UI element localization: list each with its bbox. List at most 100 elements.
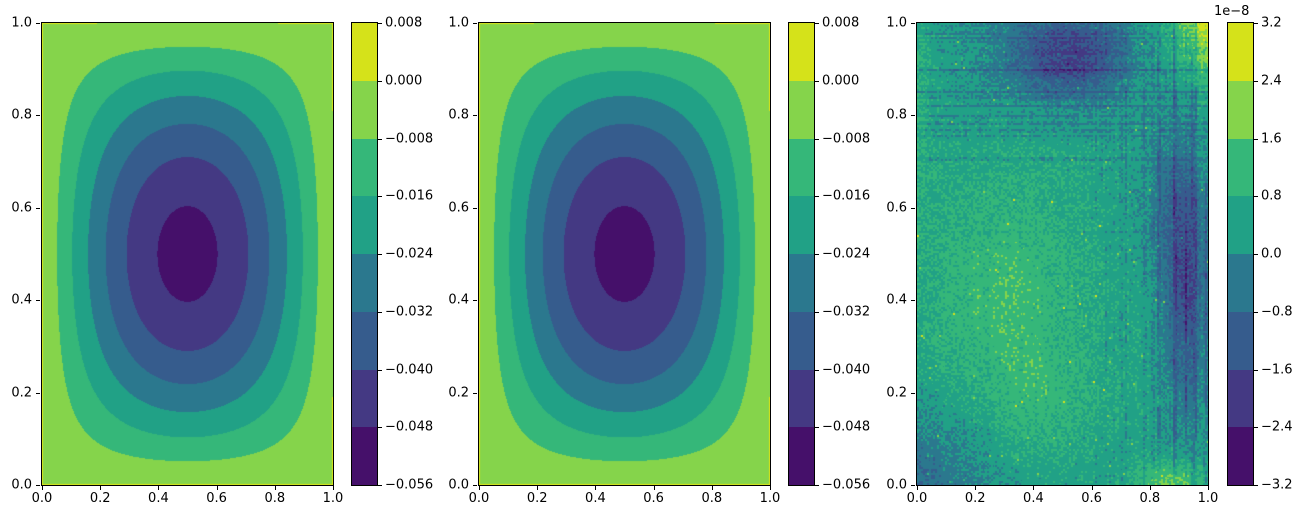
colorbar-tick-label: −0.056 <box>385 477 434 493</box>
x-tick-label: 0.4 <box>585 491 606 506</box>
x-tick <box>975 486 977 490</box>
y-tick-label: 0.0 <box>448 477 469 493</box>
x-tick-label: 0.0 <box>906 491 928 506</box>
x-tick <box>1208 486 1209 490</box>
x-tick <box>917 486 918 490</box>
colorbar-band <box>352 369 377 428</box>
colorbar-tick <box>815 196 819 198</box>
colorbar-tick <box>1254 311 1258 313</box>
colorbar-tick-label: 0.008 <box>822 15 860 31</box>
colorbar-band <box>352 254 377 312</box>
colorbar-tick-label: −0.048 <box>822 419 871 435</box>
contour-axes-middle <box>478 22 771 486</box>
colorbar-tick <box>1254 254 1258 255</box>
contour-canvas-solution-field-left <box>42 23 333 485</box>
colorbar-tick <box>1254 427 1258 429</box>
colorbar-tick <box>815 369 819 371</box>
colorbar-band <box>352 138 377 197</box>
x-tick-label: 0.6 <box>643 491 664 506</box>
colorbar-band <box>1228 311 1253 370</box>
y-tick-label: 0.0 <box>886 477 907 493</box>
y-tick <box>36 23 40 24</box>
colorbar-tick <box>1254 138 1258 140</box>
x-tick-label: 0.8 <box>1139 491 1161 506</box>
colorbar-band <box>352 23 377 81</box>
x-tick <box>711 486 713 490</box>
colorbar-tick-label: 0.000 <box>385 73 423 89</box>
y-tick <box>36 392 40 394</box>
colorbar-tick-label: −0.032 <box>385 304 434 320</box>
colorbar-tick <box>1254 369 1258 371</box>
x-tick-label: 0.4 <box>148 491 169 506</box>
y-tick <box>473 207 477 209</box>
colorbar-right <box>1227 22 1254 486</box>
colorbar-tick-label: −0.056 <box>822 477 871 493</box>
colorbar-tick <box>1254 485 1258 486</box>
x-tick-label: 1.0 <box>1197 491 1219 506</box>
colorbar-band <box>1228 80 1253 139</box>
colorbar-tick <box>378 369 382 371</box>
colorbar-band <box>789 23 814 81</box>
y-tick-label: 0.8 <box>886 107 907 123</box>
y-tick <box>911 392 915 394</box>
colorbar-tick <box>1254 196 1258 198</box>
y-tick <box>36 207 40 209</box>
colorbar-tick-label: −0.016 <box>385 188 434 204</box>
colorbar-left <box>351 22 378 486</box>
contour-axes-right <box>916 22 1209 486</box>
x-tick-label: 0.2 <box>526 491 548 506</box>
colorbar-tick-label: −0.040 <box>822 362 871 377</box>
y-tick <box>911 23 915 24</box>
x-tick-label: 0.8 <box>264 491 286 506</box>
colorbar-tick <box>815 80 819 82</box>
y-tick-label: 0.2 <box>886 385 907 401</box>
x-tick <box>537 486 539 490</box>
colorbar-tick <box>815 254 819 255</box>
x-tick <box>653 486 655 490</box>
colorbar-tick <box>815 23 819 24</box>
colorbar-band <box>1228 138 1253 197</box>
colorbar-band <box>789 138 814 197</box>
y-tick-label: 0.4 <box>886 292 907 308</box>
colorbar-tick-label: −0.040 <box>385 362 434 377</box>
y-tick <box>36 115 40 117</box>
x-tick-label: 0.4 <box>1023 491 1044 506</box>
colorbar-tick-label: 0.0 <box>1261 246 1282 262</box>
y-tick-label: 0.4 <box>448 292 469 308</box>
x-tick-label: 0.0 <box>468 491 490 506</box>
colorbar-band <box>789 80 814 139</box>
colorbar-tick-label: −0.024 <box>822 246 871 262</box>
x-tick <box>42 486 43 490</box>
colorbar-band <box>789 311 814 370</box>
colorbar-tick-label: −0.008 <box>822 131 871 146</box>
colorbar-tick-label: 0.8 <box>1261 188 1282 204</box>
colorbar-tick <box>378 196 382 198</box>
colorbar-band <box>1228 427 1253 485</box>
x-tick-label: 0.0 <box>31 491 53 506</box>
y-tick-label: 1.0 <box>886 15 907 31</box>
x-tick <box>595 486 597 490</box>
colorbar-tick <box>815 311 819 313</box>
y-tick-label: 1.0 <box>11 15 32 31</box>
colorbar-tick-label: 3.2 <box>1261 15 1282 31</box>
x-tick-label: 0.2 <box>964 491 986 506</box>
x-tick <box>1149 486 1151 490</box>
y-tick-label: 0.8 <box>448 107 469 123</box>
x-tick-label: 0.2 <box>89 491 111 506</box>
y-tick <box>36 300 40 302</box>
colorbar-band <box>352 196 377 254</box>
x-tick-label: 0.8 <box>701 491 723 506</box>
y-tick <box>911 300 915 302</box>
colorbar-band <box>1228 196 1253 254</box>
colorbar-band <box>1228 369 1253 428</box>
contour-canvas-solution-field-middle <box>479 23 770 485</box>
colorbar-tick-label: −2.4 <box>1261 419 1293 435</box>
colorbar-tick-label: −0.032 <box>822 304 871 320</box>
colorbar-band <box>789 254 814 312</box>
y-tick <box>911 207 915 209</box>
y-tick <box>473 115 477 117</box>
colorbar-band <box>352 311 377 370</box>
y-tick-label: 0.2 <box>11 385 32 401</box>
colorbar-tick <box>815 485 819 486</box>
